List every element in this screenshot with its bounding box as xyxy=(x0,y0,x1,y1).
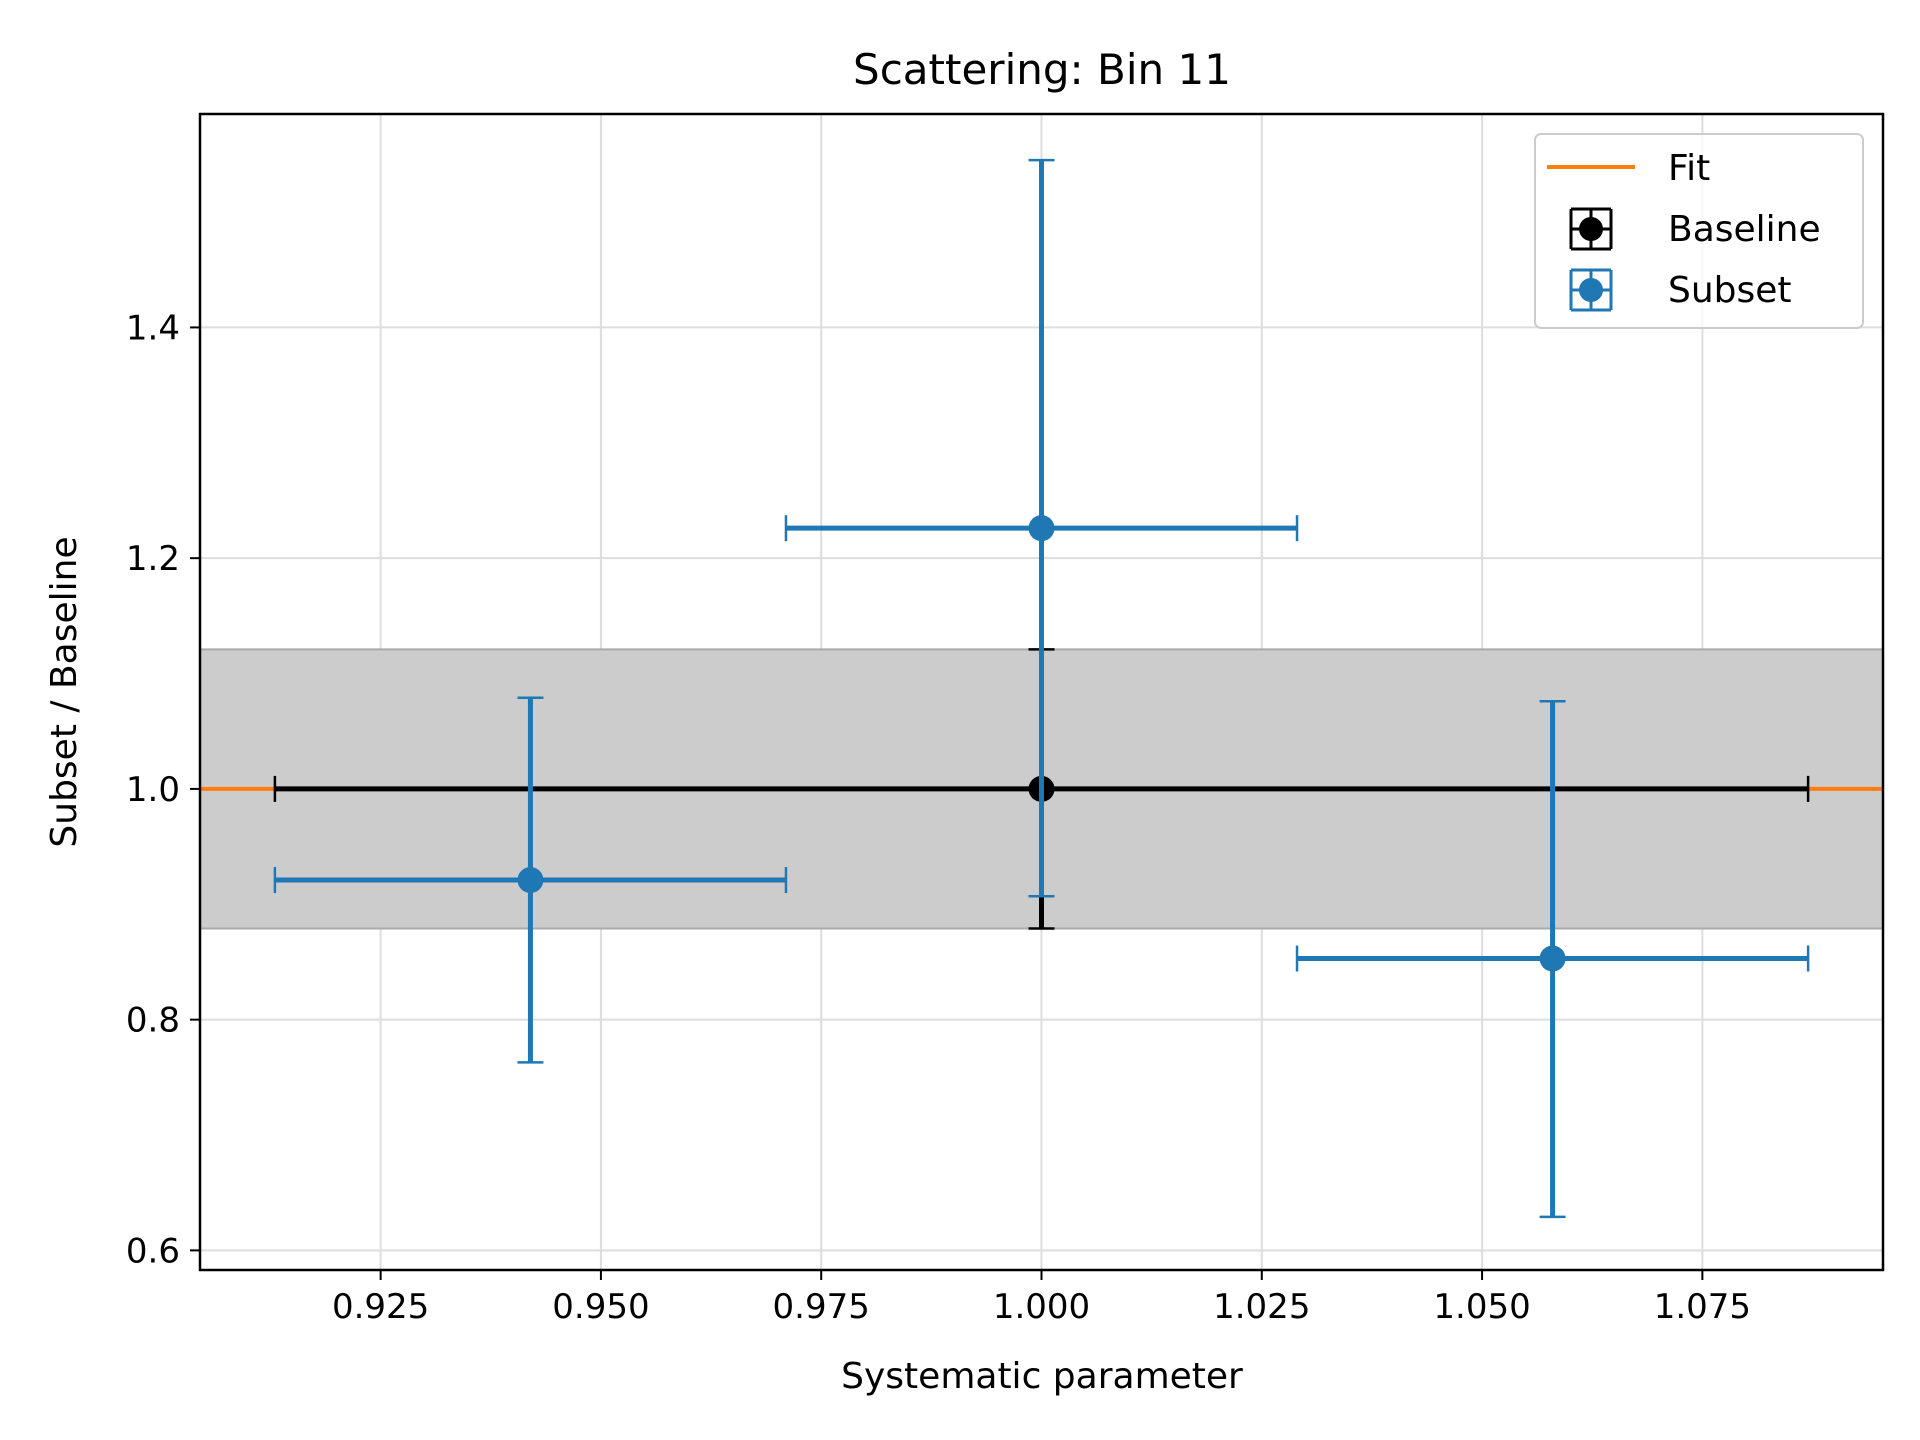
chart-title: Scattering: Bin 11 xyxy=(853,45,1231,94)
subset-point-group xyxy=(1295,699,1810,1219)
legend-label-fit: Fit xyxy=(1668,148,1710,189)
x-tick-label: 0.975 xyxy=(773,1287,870,1327)
x-tick-label: 1.000 xyxy=(993,1287,1090,1327)
x-axis-label: Systematic parameter xyxy=(841,1356,1243,1397)
subset-marker xyxy=(517,867,544,894)
y-tick-label: 0.6 xyxy=(126,1231,180,1271)
x-tick-label: 0.950 xyxy=(552,1287,649,1327)
subset-marker xyxy=(1028,515,1055,542)
y-tick-label: 1.4 xyxy=(126,308,180,348)
subset-marker xyxy=(1539,945,1566,972)
x-tick-label: 1.050 xyxy=(1433,1287,1530,1327)
legend-label-subset: Subset xyxy=(1668,270,1792,311)
x-tick-label: 1.075 xyxy=(1654,1287,1751,1327)
y-tick-label: 0.8 xyxy=(126,1001,180,1041)
y-axis-label: Subset / Baseline xyxy=(44,536,85,847)
x-tick-label: 1.025 xyxy=(1213,1287,1310,1327)
subset-point-group xyxy=(784,158,1299,898)
subset-point-group xyxy=(273,696,788,1064)
legend-marker-baseline-dot xyxy=(1579,217,1603,241)
axes: 0.925 0.950 0.975 1.000 1.025 1.050 1.075 0.6 0.… xyxy=(126,308,1751,1327)
plot-area xyxy=(200,114,1883,1270)
legend-marker-subset xyxy=(1569,268,1613,312)
legend-marker-baseline xyxy=(1569,207,1613,251)
x-tick-label: 0.925 xyxy=(332,1287,429,1327)
legend-label-baseline: Baseline xyxy=(1668,209,1821,250)
y-tick-label: 1.2 xyxy=(126,539,180,579)
legend-marker-subset-dot xyxy=(1579,278,1603,302)
legend-box xyxy=(1534,133,1864,329)
legend-markers xyxy=(1547,165,1635,312)
legend: Fit Baseline Subset xyxy=(1534,133,1864,329)
y-tick-label: 1.0 xyxy=(126,770,180,810)
